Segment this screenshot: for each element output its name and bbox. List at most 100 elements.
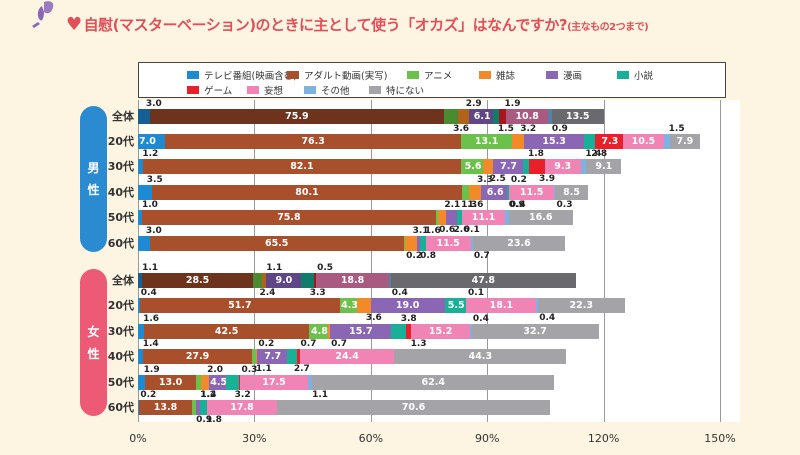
data-label: 42.5 [214,325,239,337]
row-label: 30代 [107,160,134,173]
legend-item: 小説 [617,68,653,82]
plot-area: 3.0 75.9 3.6 2.9 6.1 1.5 1.9 10.8 0.9 13.5 7.0 76.3… [138,98,740,425]
bar-segment [522,158,530,174]
bar-segment [312,374,555,390]
bar-segment [529,158,545,174]
x-tick-label: 0% [129,432,147,445]
bar-segment [316,272,390,288]
data-label: 75.9 [285,110,309,122]
data-callout: 2.1 [444,199,461,210]
x-tick-label: 60% [358,432,384,445]
bar-segment [468,184,482,200]
data-label: 6.6 [486,186,504,198]
bar-segment [151,184,463,200]
gridline [254,100,256,422]
bar-segment [276,399,551,415]
legend-swatch [369,86,381,94]
bar-segment [252,272,263,288]
bar-segment [139,297,341,313]
group-label-char: 性 [87,346,100,361]
bar-segment [482,158,493,174]
data-callout: 2.4 [259,287,276,298]
bar-segment [141,209,436,225]
group-label-female: 女性 [80,269,107,416]
bar-segment [201,374,209,390]
legend-label: テレビ番組(映画含む) [204,71,297,82]
bar-segment [538,297,625,313]
data-label: 13.1 [474,135,499,147]
data-label: 75.8 [277,211,301,223]
bar-segment [419,235,426,251]
bar-segment [509,184,554,200]
data-callout: 3.3 [476,174,493,185]
data-label: 9.3 [554,160,572,172]
data-callout: 0.1 [463,224,480,235]
chart-title: ♥ 自慰(マスターベーション)のときに主として使う「オカズ」はなんですか?(主なも… [66,14,649,35]
bar-segment [226,374,239,390]
data-callout: 1.3 [410,338,427,349]
data-label: 7.7 [500,160,517,172]
data-callout: 0.5 [317,262,334,273]
data-callout: 3.5 [146,174,163,185]
bar-segment [403,235,405,251]
bar-segment [301,272,315,288]
bar-segment [356,297,371,313]
bar-segment [138,235,150,251]
row-label: 50代 [107,376,134,389]
bar-segment [165,133,462,149]
bar-segment [466,297,537,313]
legend-item: 特にない [369,83,424,97]
bar-segment [142,272,253,288]
legend-label: アニメ [424,71,453,82]
data-label: 65.5 [264,237,289,249]
legend-label: 特にない [386,86,425,97]
data-label: 18.8 [340,274,365,286]
legend-label: ゲーム [204,86,233,97]
x-tick-label: 120% [587,432,620,445]
data-callout: 3.9 [539,173,555,184]
data-callout: 1.6 [143,313,160,324]
x-tick-label: 30% [242,432,267,445]
data-callout: 1.9 [504,98,521,109]
bar-segment [309,323,328,339]
data-callout: 0.2 [258,338,275,349]
gridline [370,100,372,422]
bar-segment [544,158,581,174]
legend-item: 雑誌 [479,68,515,82]
butterfly-icon [32,1,54,28]
data-callout: 2.8 [591,148,608,159]
bar-segment [586,158,622,174]
bar-segment [506,108,549,124]
data-callout: 2.0 [207,364,224,375]
data-label: 11.5 [519,186,544,198]
bar-segment [138,133,166,149]
bar-segment [481,184,507,200]
data-callout: 3.2 [520,123,537,134]
bar-segment [255,348,257,364]
data-label: 13.8 [153,401,178,413]
bar-segment [145,374,196,390]
bar-segment [195,374,202,390]
data-callout: 1.9 [143,364,160,375]
data-callout: 1.1 [255,363,272,374]
data-callout: 0.9 [196,414,213,425]
bar-segment [149,235,404,251]
data-callout: 3.1 [412,225,429,236]
data-callout: 1.1 [312,389,329,400]
data-callout: 1.2 [142,148,159,159]
bar-segment [461,133,513,149]
bar-segment [536,297,539,313]
data-callout: 3.3 [309,287,326,298]
data-callout: 0.4 [140,287,157,298]
data-callout: 3.8 [400,313,417,324]
bar-segment [149,108,445,124]
bar-segment [340,297,357,313]
legend: テレビ番組(映画含む) アダルト動画(実写) アニメ 雑誌 漫画 小説 ゲーム 妄想 その他 特に… [138,62,726,98]
legend-swatch [479,71,491,79]
legend-swatch [247,86,259,94]
data-callout: 0.7 [300,338,317,349]
legend-swatch [187,86,199,94]
legend-label: その他 [321,86,350,97]
gridline [487,100,489,422]
row-label: 60代 [107,237,134,250]
